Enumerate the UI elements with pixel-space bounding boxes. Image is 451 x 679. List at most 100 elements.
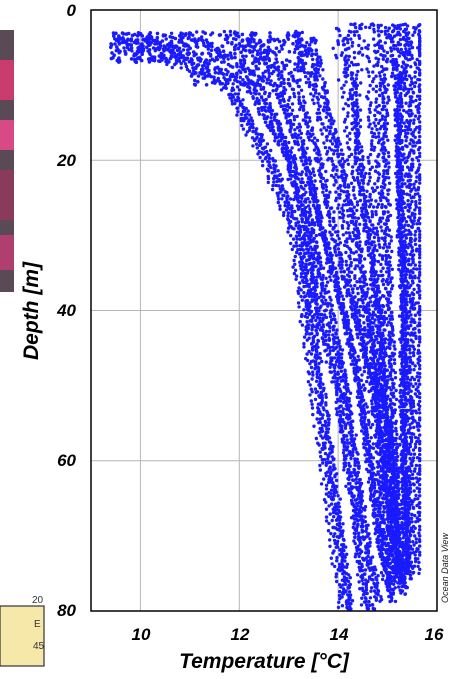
data-point	[233, 92, 238, 96]
data-point	[358, 324, 363, 328]
data-point	[333, 250, 337, 254]
data-point	[308, 301, 312, 305]
data-point	[344, 250, 348, 255]
data-point	[337, 505, 342, 509]
data-point	[375, 315, 380, 319]
data-point	[316, 71, 320, 75]
data-point	[353, 148, 357, 152]
data-point	[336, 568, 340, 572]
data-point	[368, 381, 372, 386]
data-point	[359, 509, 363, 514]
data-point	[339, 404, 343, 408]
data-point	[368, 350, 373, 354]
data-point	[292, 197, 296, 202]
data-point	[337, 356, 341, 360]
data-point	[355, 328, 359, 332]
data-point	[398, 588, 402, 592]
scatter-points	[109, 22, 422, 611]
data-point	[264, 97, 268, 102]
data-point	[283, 142, 287, 146]
data-point	[322, 109, 326, 113]
data-point	[317, 271, 321, 276]
data-point	[295, 125, 300, 130]
data-point	[323, 101, 327, 105]
data-point	[179, 61, 183, 66]
data-point	[315, 200, 319, 204]
data-point	[340, 86, 344, 90]
data-point	[297, 95, 301, 99]
data-point	[310, 227, 314, 231]
data-point	[339, 311, 344, 315]
data-point	[334, 253, 339, 257]
data-point	[342, 90, 346, 95]
data-point	[286, 230, 290, 234]
data-point	[333, 266, 338, 270]
data-point	[353, 151, 358, 155]
data-point	[344, 263, 349, 267]
data-point	[312, 94, 316, 98]
data-point	[358, 477, 362, 482]
data-point	[336, 233, 340, 238]
data-point	[343, 185, 347, 189]
data-point	[321, 87, 325, 91]
data-point	[340, 95, 345, 99]
data-point	[357, 181, 362, 185]
data-point	[369, 436, 373, 440]
data-point	[343, 74, 347, 78]
data-point	[256, 132, 260, 136]
data-point	[354, 302, 359, 306]
data-point	[289, 125, 293, 130]
data-point	[345, 396, 349, 400]
data-point	[314, 91, 318, 95]
data-point	[355, 176, 360, 180]
data-point	[335, 559, 339, 563]
data-point	[357, 358, 361, 362]
data-point	[307, 236, 311, 240]
data-point	[280, 104, 285, 108]
data-point	[375, 586, 379, 590]
data-point	[334, 270, 339, 275]
data-point	[360, 285, 364, 289]
data-point	[316, 402, 321, 406]
data-point	[310, 402, 314, 406]
data-point	[354, 103, 358, 108]
data-point	[354, 477, 358, 481]
data-point	[324, 128, 329, 132]
data-point	[356, 51, 361, 55]
data-point	[320, 298, 324, 303]
data-point	[366, 523, 370, 527]
data-point	[298, 230, 303, 234]
data-point	[368, 603, 372, 608]
data-point	[317, 153, 321, 157]
data-point	[297, 189, 301, 193]
data-point	[350, 44, 354, 48]
data-point	[328, 206, 333, 210]
data-point	[215, 50, 219, 54]
data-point	[300, 196, 304, 200]
data-point	[316, 97, 320, 102]
data-point	[338, 548, 342, 552]
data-point	[336, 297, 340, 301]
data-point	[297, 99, 301, 103]
data-point	[170, 65, 174, 70]
data-point	[329, 233, 333, 237]
data-point	[369, 498, 373, 502]
data-point	[335, 379, 339, 384]
data-point	[306, 180, 310, 184]
data-point	[324, 348, 328, 352]
data-point	[331, 132, 335, 136]
data-point	[293, 262, 297, 266]
data-point	[347, 468, 351, 472]
data-point	[247, 85, 251, 89]
data-point	[335, 555, 339, 560]
data-point	[341, 592, 346, 596]
data-point	[299, 272, 304, 276]
data-point	[299, 156, 303, 160]
data-point	[350, 433, 354, 437]
data-point	[293, 268, 298, 272]
data-point	[340, 348, 345, 352]
data-point	[331, 264, 335, 269]
data-point	[323, 230, 328, 234]
data-point	[342, 219, 346, 224]
data-point	[328, 223, 332, 228]
